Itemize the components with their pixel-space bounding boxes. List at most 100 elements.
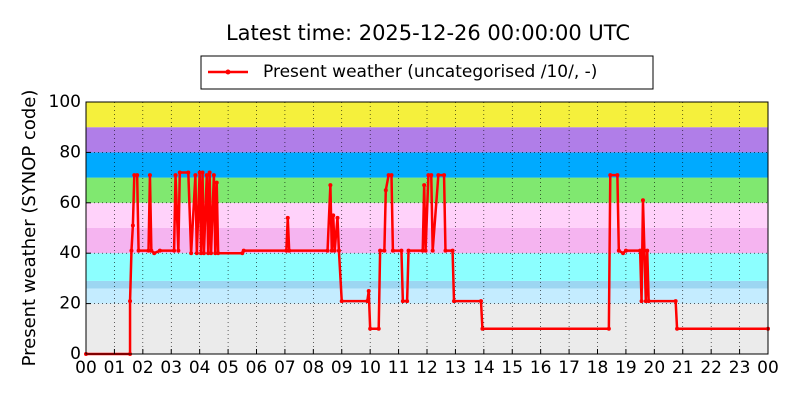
point — [420, 248, 425, 253]
point — [201, 251, 206, 256]
point — [376, 326, 381, 331]
y-tick-label: 20 — [59, 294, 81, 314]
point — [478, 299, 483, 304]
point — [130, 223, 135, 228]
point — [422, 183, 427, 188]
point — [673, 299, 678, 304]
point — [339, 299, 344, 304]
legend-label: Present weather (uncategorised /10/, -) — [263, 62, 597, 82]
point — [623, 248, 628, 253]
point — [186, 170, 191, 175]
point — [197, 170, 202, 175]
y-tick-label: 80 — [59, 142, 81, 162]
point — [149, 248, 154, 253]
y-tick-label: 100 — [49, 92, 81, 112]
point — [157, 248, 162, 253]
point — [200, 170, 205, 175]
point — [213, 251, 218, 256]
point — [285, 215, 290, 220]
point — [365, 299, 370, 304]
x-tick-label: 05 — [217, 358, 239, 378]
point — [368, 326, 373, 331]
point — [172, 248, 177, 253]
point — [132, 173, 137, 178]
point — [128, 299, 133, 304]
point — [608, 173, 613, 178]
point — [382, 248, 387, 253]
point — [366, 289, 371, 293]
x-tick-label: 20 — [644, 358, 666, 378]
point — [194, 251, 199, 256]
x-tick-label: 04 — [189, 358, 211, 378]
point — [426, 173, 431, 178]
y-axis-label: Present weather (SYNOP code) — [19, 90, 40, 367]
point — [646, 299, 651, 304]
point — [405, 299, 410, 304]
y-tick-label: 0 — [70, 344, 81, 364]
point — [331, 213, 336, 218]
band — [86, 253, 768, 281]
point — [429, 173, 434, 178]
point — [639, 299, 644, 304]
point — [325, 248, 330, 253]
point — [136, 248, 141, 253]
point — [386, 173, 391, 178]
point — [399, 248, 404, 253]
x-tick-label: 08 — [303, 358, 325, 378]
point — [173, 173, 178, 178]
point — [638, 248, 643, 253]
point — [390, 248, 395, 253]
point — [216, 251, 221, 256]
point — [206, 251, 211, 256]
band — [86, 288, 768, 304]
point — [284, 248, 289, 253]
x-tick-label: 11 — [388, 358, 410, 378]
point — [378, 248, 383, 253]
point — [606, 326, 611, 331]
band — [86, 127, 768, 153]
point — [621, 251, 626, 256]
x-tick-label: 14 — [473, 358, 495, 378]
point — [400, 299, 405, 304]
x-tick-label: 19 — [615, 358, 637, 378]
point — [406, 248, 411, 253]
x-tick-label: 10 — [359, 358, 381, 378]
point — [176, 248, 181, 253]
x-tick-label: 03 — [160, 358, 182, 378]
point — [193, 173, 198, 178]
point — [642, 248, 647, 253]
point — [211, 173, 216, 178]
x-tick-label: 06 — [246, 358, 268, 378]
point — [146, 248, 151, 253]
x-tick-label: 23 — [729, 358, 751, 378]
point — [616, 248, 621, 253]
x-tick-label: 02 — [132, 358, 154, 378]
point — [450, 248, 455, 253]
point — [443, 248, 448, 253]
point — [189, 251, 194, 256]
x-tick-label: 18 — [587, 358, 609, 378]
point — [332, 248, 337, 253]
x-tick-label: 16 — [530, 358, 552, 378]
x-tick-label: 15 — [501, 358, 523, 378]
ticks: 00 01 02 03 04 05 06 07 08 09 10 11 12 13 14 15 16 17 18 19… — [49, 92, 779, 378]
y-tick-label: 60 — [59, 193, 81, 213]
point — [129, 248, 134, 253]
point — [214, 180, 219, 185]
point — [640, 198, 645, 203]
point — [436, 173, 441, 178]
point — [430, 248, 435, 253]
x-tick-label: 13 — [445, 358, 467, 378]
y-tick-label: 40 — [59, 243, 81, 263]
point — [328, 183, 333, 188]
point — [209, 251, 214, 256]
point — [480, 326, 485, 331]
point — [329, 248, 334, 253]
chart-title: Latest time: 2025-12-26 00:00:00 UTC — [226, 21, 630, 45]
point — [135, 173, 140, 178]
point — [241, 248, 246, 253]
band — [86, 303, 768, 354]
point — [645, 248, 650, 253]
point — [389, 173, 394, 178]
